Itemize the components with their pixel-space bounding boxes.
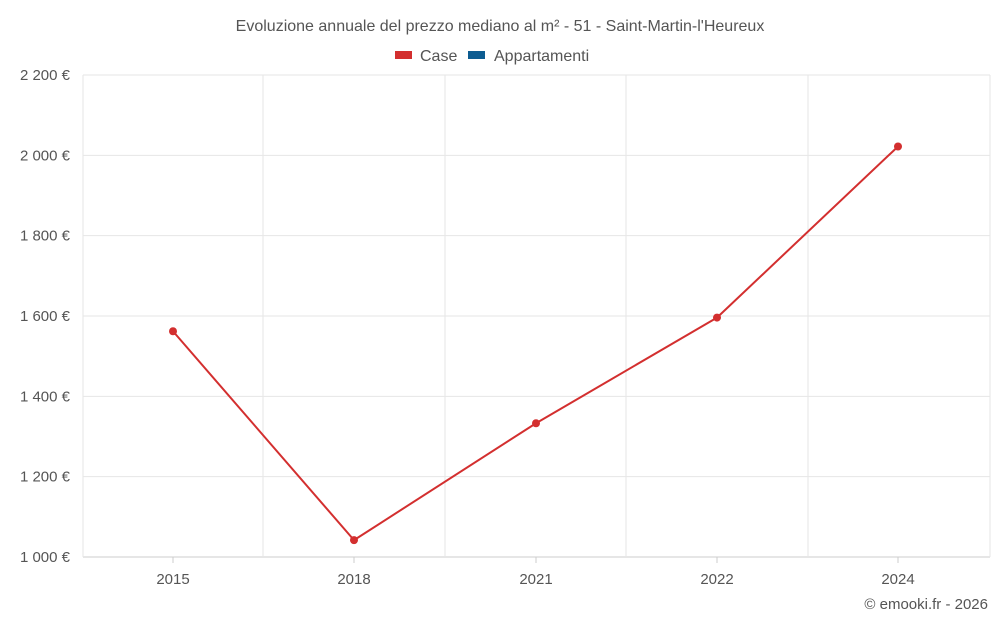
x-axis: 2015 2018 2021 2022 2024 bbox=[156, 557, 915, 588]
data-point[interactable] bbox=[713, 313, 721, 322]
series-layer bbox=[169, 142, 902, 545]
x-tick-label: 2018 bbox=[337, 571, 370, 588]
legend-swatch-case bbox=[395, 51, 412, 59]
legend: Case Appartamenti bbox=[395, 48, 589, 65]
footer-credit: © emooki.fr - 2026 bbox=[864, 596, 988, 613]
legend-label-case: Case bbox=[420, 48, 457, 65]
y-tick-label: 1 000 € bbox=[20, 549, 71, 566]
y-tick-label: 1 200 € bbox=[20, 469, 71, 486]
chart-title: Evoluzione annuale del prezzo mediano al… bbox=[236, 18, 765, 35]
x-tick-label: 2024 bbox=[881, 571, 914, 588]
y-tick-label: 1 800 € bbox=[20, 228, 71, 245]
legend-item-case[interactable]: Case bbox=[395, 48, 457, 65]
x-tick-label: 2015 bbox=[156, 571, 189, 588]
legend-item-appartamenti[interactable]: Appartamenti bbox=[468, 48, 589, 65]
data-point[interactable] bbox=[532, 419, 540, 428]
x-tick-label: 2021 bbox=[519, 571, 552, 588]
data-point[interactable] bbox=[169, 327, 177, 336]
y-tick-label: 2 000 € bbox=[20, 147, 71, 164]
y-tick-label: 2 200 € bbox=[20, 67, 71, 84]
series-line-case bbox=[172, 145, 899, 542]
x-tick-label: 2022 bbox=[700, 571, 733, 588]
y-axis: 2 200 € 2 000 € 1 800 € 1 600 € 1 400 € 1 200… bbox=[20, 67, 71, 566]
y-tick-label: 1 600 € bbox=[20, 308, 71, 325]
data-point[interactable] bbox=[894, 142, 902, 151]
grid bbox=[82, 74, 991, 558]
legend-label-appartamenti: Appartamenti bbox=[494, 48, 589, 65]
legend-swatch-appartamenti bbox=[468, 51, 485, 59]
data-point[interactable] bbox=[350, 536, 358, 545]
y-tick-label: 1 400 € bbox=[20, 388, 71, 405]
